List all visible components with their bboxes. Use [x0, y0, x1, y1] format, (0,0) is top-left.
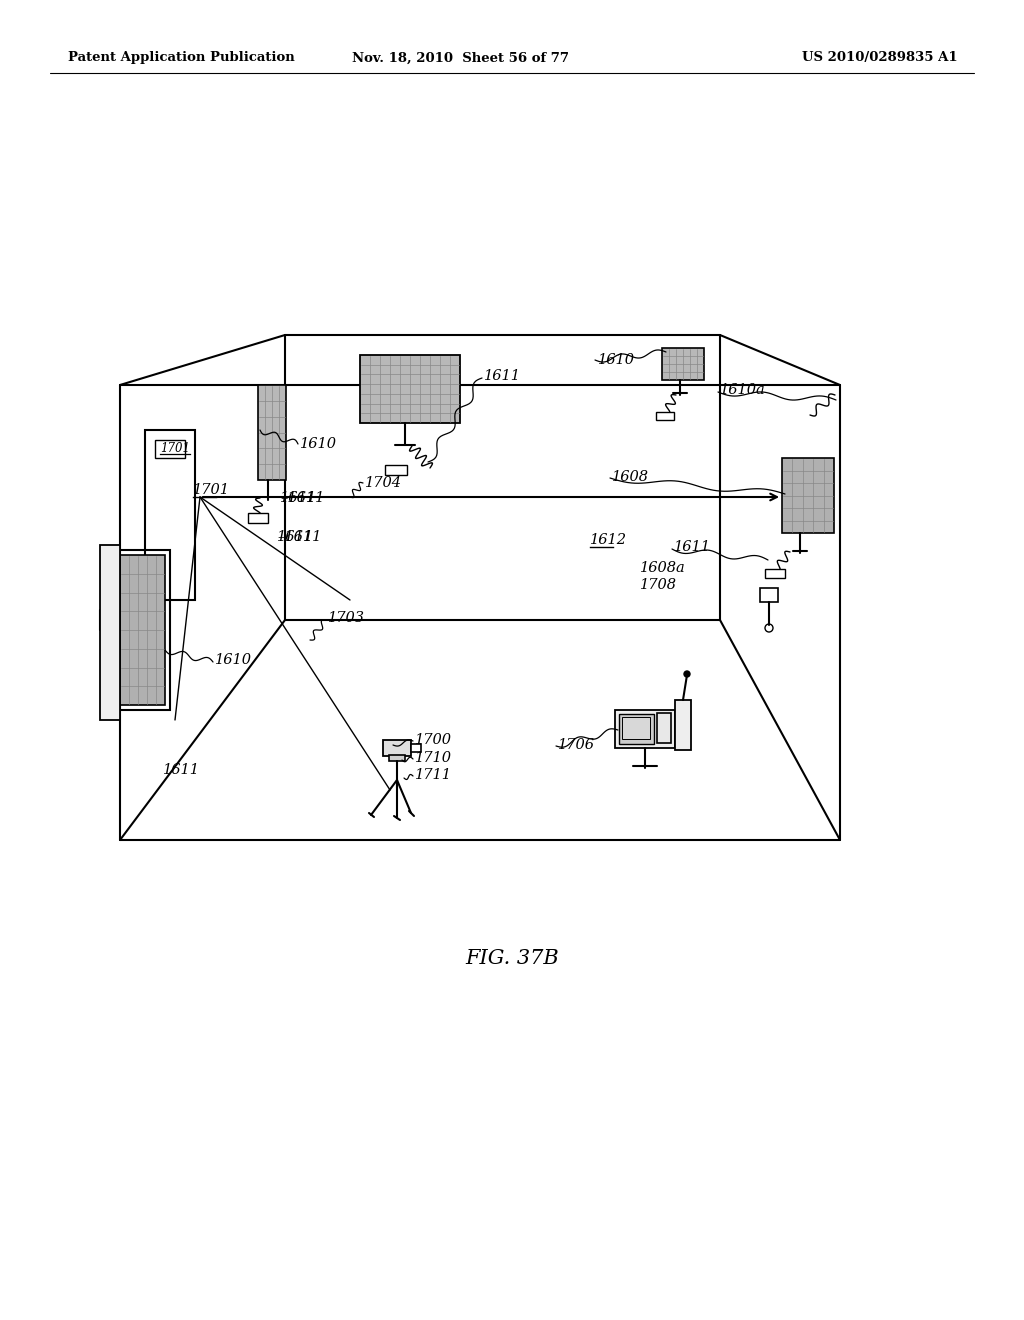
- Text: 1611: 1611: [674, 540, 711, 554]
- Text: 1708: 1708: [640, 578, 677, 591]
- Bar: [615, 710, 675, 748]
- Text: 1611: 1611: [163, 763, 200, 777]
- Bar: [662, 348, 705, 380]
- Bar: [675, 700, 691, 750]
- Text: 1700: 1700: [415, 733, 452, 747]
- Text: 1703: 1703: [328, 611, 365, 624]
- Text: –1611: –1611: [280, 491, 325, 506]
- Text: 1610: 1610: [215, 653, 252, 667]
- Text: 1710: 1710: [415, 751, 452, 766]
- Bar: [657, 713, 671, 743]
- Text: 1610: 1610: [598, 352, 635, 367]
- Bar: [360, 355, 460, 422]
- Bar: [120, 554, 165, 705]
- Bar: [656, 412, 674, 420]
- Bar: [760, 587, 778, 602]
- Bar: [765, 569, 785, 578]
- Text: 1610: 1610: [300, 437, 337, 451]
- Text: 1610a: 1610a: [720, 383, 766, 397]
- Bar: [385, 465, 407, 475]
- Text: US 2010/0289835 A1: US 2010/0289835 A1: [803, 51, 958, 65]
- Text: 1611: 1611: [484, 370, 521, 383]
- Text: 1701: 1701: [160, 442, 190, 455]
- Bar: [411, 744, 421, 752]
- Bar: [115, 550, 170, 710]
- Text: 1711: 1711: [415, 768, 452, 781]
- Bar: [383, 741, 411, 756]
- Text: 1611: 1611: [278, 531, 314, 544]
- Text: 1611: 1611: [280, 491, 317, 506]
- Text: Patent Application Publication: Patent Application Publication: [68, 51, 295, 65]
- Bar: [258, 385, 286, 480]
- Circle shape: [684, 671, 690, 677]
- Bar: [100, 545, 120, 719]
- Text: 1704: 1704: [365, 477, 402, 490]
- Bar: [155, 440, 185, 458]
- Bar: [618, 714, 654, 744]
- Text: Nov. 18, 2010  Sheet 56 of 77: Nov. 18, 2010 Sheet 56 of 77: [351, 51, 568, 65]
- Text: 1608: 1608: [612, 470, 649, 484]
- Bar: [145, 430, 195, 601]
- Text: 1706: 1706: [558, 738, 595, 752]
- Text: 1701: 1701: [193, 483, 230, 498]
- Bar: [622, 717, 650, 739]
- Bar: [782, 458, 834, 533]
- Bar: [248, 513, 268, 523]
- Bar: [389, 755, 406, 762]
- Text: 1612: 1612: [590, 533, 627, 546]
- Text: –1611: –1611: [278, 531, 322, 544]
- Text: 1608a: 1608a: [640, 561, 686, 576]
- Text: FIG. 37B: FIG. 37B: [465, 949, 559, 968]
